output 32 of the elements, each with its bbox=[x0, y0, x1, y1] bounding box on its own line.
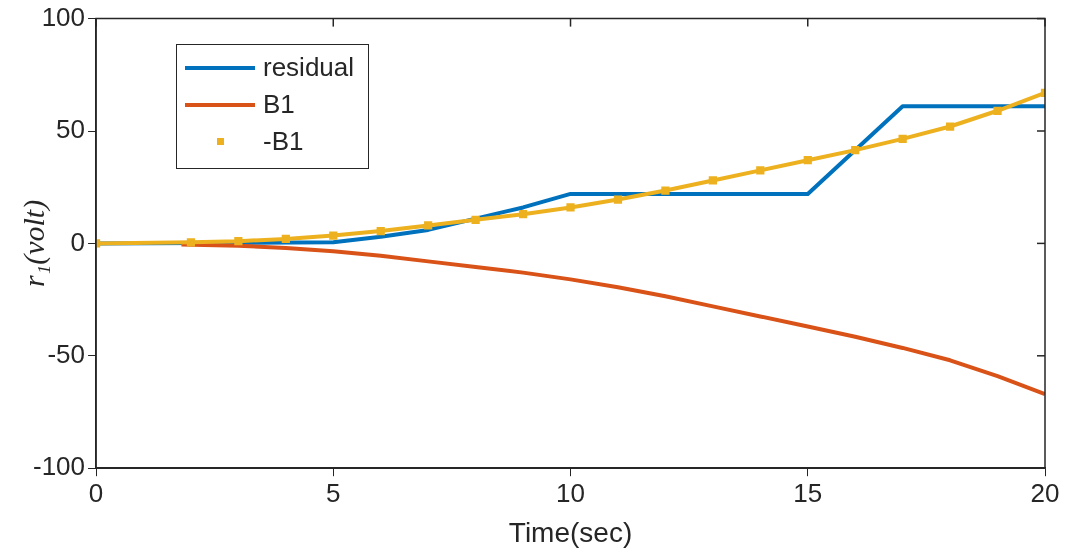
y-tick-label: -100 bbox=[32, 451, 86, 482]
point bbox=[945, 122, 955, 131]
point bbox=[518, 210, 528, 219]
x-tick-label: 10 bbox=[556, 477, 585, 508]
x-axis-title: Time(sec) bbox=[508, 516, 633, 548]
point bbox=[329, 231, 338, 240]
point bbox=[566, 203, 575, 212]
y-tick-label: 0 bbox=[70, 226, 86, 257]
point bbox=[424, 221, 433, 230]
point bbox=[993, 106, 1002, 115]
y-tick-label: -50 bbox=[47, 338, 86, 369]
x-tick-label: 5 bbox=[326, 477, 341, 508]
x-tick-label: 15 bbox=[793, 477, 823, 508]
point bbox=[186, 238, 196, 247]
point bbox=[803, 156, 812, 165]
point bbox=[898, 134, 907, 143]
y-tick-label: 50 bbox=[56, 114, 86, 145]
legend-label: -B1 bbox=[263, 126, 304, 157]
point bbox=[756, 166, 765, 175]
y-tick-label: 100 bbox=[41, 1, 86, 32]
point bbox=[708, 176, 717, 185]
point bbox=[281, 234, 290, 244]
point bbox=[851, 145, 860, 155]
legend-label: residual bbox=[263, 52, 355, 83]
x-tick-label: 20 bbox=[1030, 477, 1060, 508]
legend-label: B1 bbox=[263, 89, 295, 120]
point bbox=[613, 195, 623, 204]
point bbox=[234, 237, 243, 246]
point bbox=[471, 215, 480, 224]
point bbox=[661, 186, 670, 195]
point bbox=[376, 226, 385, 236]
y-axis-title: r₁(volt) bbox=[16, 199, 51, 287]
